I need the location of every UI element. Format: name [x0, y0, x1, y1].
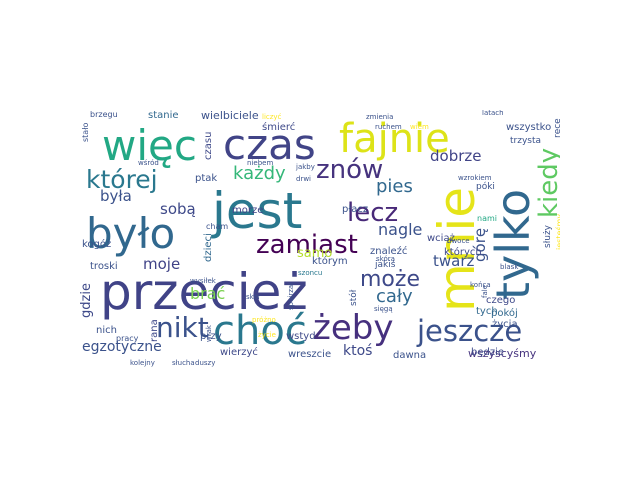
cloud-word: sobą [160, 200, 196, 218]
cloud-word: skor [246, 293, 261, 301]
cloud-word: czego [486, 295, 516, 306]
cloud-word: dobrze [430, 147, 482, 165]
cloud-word: dwoce [447, 237, 470, 245]
cloud-word: życie [258, 331, 276, 339]
cloud-word: ruchem [375, 123, 402, 131]
cloud-word: wielbiciele [201, 110, 259, 122]
cloud-word: zamiast [256, 230, 358, 260]
cloud-word: wreszcie [288, 349, 332, 360]
cloud-word: nagle [378, 220, 423, 239]
cloud-word: stół [349, 289, 359, 306]
cloud-word: pies [376, 176, 413, 197]
cloud-word: szoncu [298, 269, 323, 277]
cloud-word: choć [213, 308, 307, 354]
cloud-word: wśród [138, 159, 159, 167]
cloud-word: póki [476, 182, 495, 192]
cloud-word: kiedy [534, 147, 560, 218]
cloud-word: tylko [486, 188, 540, 300]
cloud-word: wiem [410, 123, 429, 131]
cloud-word: gdzie [80, 283, 94, 318]
cloud-word: końca [470, 281, 491, 289]
cloud-word: moje [143, 255, 181, 273]
cloud-word: spojrzał [287, 282, 295, 310]
word-cloud: przecież jest mnie tylko więc czas fajni… [80, 110, 560, 370]
cloud-word: tych [476, 306, 498, 317]
cloud-word: było [86, 209, 176, 258]
cloud-word: więc [102, 121, 197, 170]
cloud-word: cham [206, 222, 229, 231]
cloud-word: liczyć [262, 113, 282, 121]
cloud-word: blask [500, 263, 519, 271]
cloud-word: cały [376, 286, 413, 307]
cloud-word: wrak [205, 325, 213, 342]
cloud-word: niebem [247, 159, 274, 167]
cloud-word: skórą [376, 255, 395, 263]
cloud-word: fajnie [339, 116, 450, 162]
cloud-word: drwi [296, 175, 311, 183]
cloud-word: egzotyczne [82, 339, 162, 355]
cloud-word: przy [200, 331, 222, 342]
cloud-word: lecz [347, 198, 399, 228]
cloud-word: ptak [195, 173, 218, 184]
cloud-word: jeszcze [417, 314, 523, 348]
cloud-word: nich [96, 325, 117, 336]
cloud-word: przecież [100, 263, 308, 321]
cloud-word: nami [477, 214, 497, 223]
cloud-word: śmierć [262, 122, 296, 133]
cloud-word: samo [297, 246, 333, 261]
cloud-word: stało [81, 122, 90, 142]
cloud-word: wierzyć [220, 347, 258, 358]
cloud-word: wszystko [506, 122, 552, 133]
cloud-word: dzieci [203, 233, 214, 262]
cloud-word: troski [90, 261, 118, 272]
cloud-word: ktoś [343, 343, 373, 359]
cloud-word: wysiłek [190, 277, 216, 285]
cloud-word: czasu [203, 131, 214, 160]
cloud-word: kolejny [130, 359, 155, 367]
cloud-word: jakby [296, 163, 315, 171]
cloud-word: których [444, 247, 482, 258]
cloud-word: płacz [342, 204, 369, 215]
cloud-word: nikt [156, 311, 209, 344]
cloud-word: morze [232, 205, 264, 216]
cloud-word: brzegu [90, 110, 118, 119]
cloud-word: fale [481, 284, 489, 298]
cloud-word: wstyd [286, 331, 316, 342]
cloud-word: którym [312, 256, 348, 267]
cloud-word: będzie [471, 347, 505, 358]
cloud-word: była [100, 187, 132, 205]
cloud-word: której [86, 165, 158, 194]
cloud-word: może [360, 267, 420, 292]
cloud-word: brać [190, 284, 226, 303]
cloud-word: wciąż [427, 233, 455, 244]
cloud-word: zmienia [366, 113, 394, 121]
cloud-word: służy [543, 224, 553, 248]
cloud-word: żeby [313, 308, 394, 348]
cloud-word: jest [212, 182, 303, 240]
cloud-word: każdy [233, 163, 286, 184]
cloud-word: pokój [491, 308, 518, 319]
cloud-word: pracy [116, 334, 139, 343]
cloud-word: kogóż [82, 239, 112, 250]
cloud-word: ręce [553, 118, 560, 138]
cloud-word: znaleźć [370, 246, 408, 257]
cloud-word: życia [492, 319, 518, 330]
cloud-word: trzysta [510, 136, 542, 146]
cloud-word: duszy [195, 359, 216, 367]
cloud-word: jakiś [375, 260, 396, 270]
cloud-word: wzrokiem [458, 174, 492, 182]
cloud-word: twarz [433, 252, 475, 270]
cloud-word: słucha [172, 359, 195, 367]
cloud-word: znów [316, 155, 384, 185]
cloud-word: dawna [393, 350, 427, 361]
cloud-word: latach [482, 110, 504, 117]
cloud-word: stanie [148, 110, 179, 121]
cloud-word: próżno [252, 316, 276, 324]
cloud-word: sięgą [374, 305, 393, 313]
cloud-word: wszyscyśmy [468, 347, 537, 360]
cloud-word: czas [223, 120, 316, 169]
cloud-word: jesteśmy [555, 213, 560, 250]
cloud-word: rana [149, 319, 160, 342]
